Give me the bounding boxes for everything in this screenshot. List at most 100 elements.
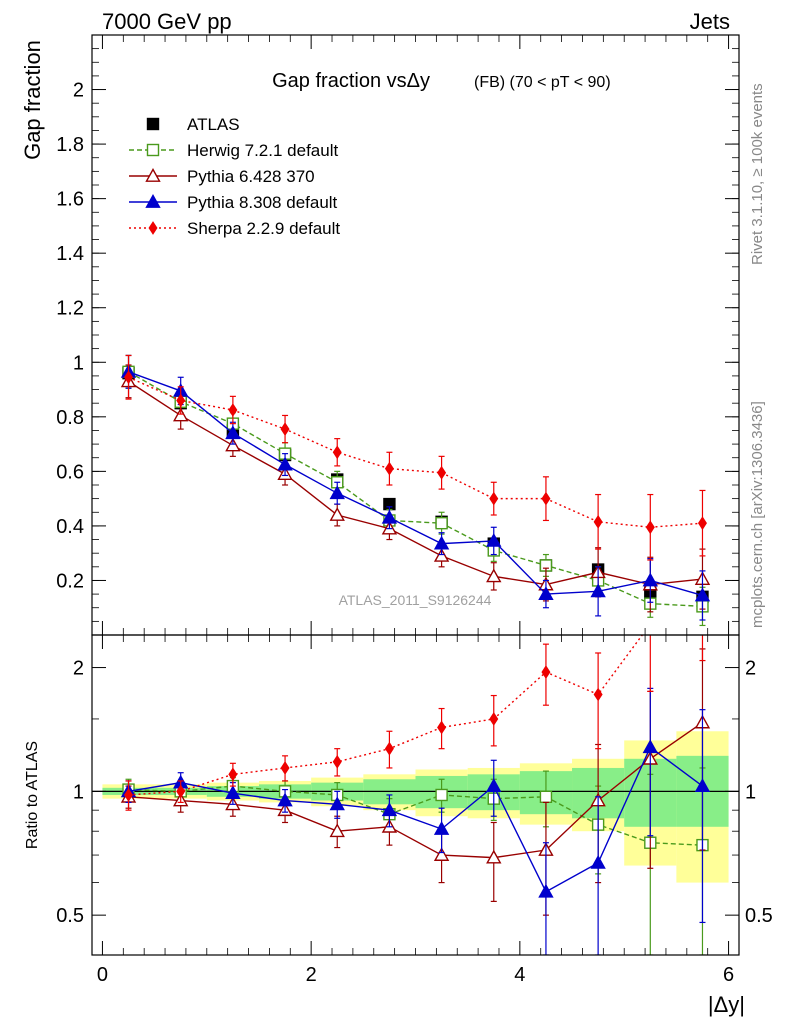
main-plot-layer [120, 354, 711, 627]
ratio-data-point [694, 778, 711, 792]
main-y-tick-label: 1.6 [56, 189, 84, 211]
ratio-data-point [228, 767, 238, 782]
ratio-y-tick-label-right: 1 [745, 781, 756, 803]
main-y-tick-label: 1.4 [56, 243, 84, 265]
main-y-tick-label: 0.8 [56, 407, 84, 429]
ratio-data-point [332, 754, 342, 769]
main-data-point [173, 407, 189, 422]
main-data-point [486, 532, 502, 547]
legend: ATLAS Herwig 7.2.1 default Pythia 6.428 37… [129, 115, 340, 238]
legend-entry: Herwig 7.2.1 default [129, 141, 338, 160]
x-tick-label: 6 [723, 964, 734, 986]
main-y-tick-label: 1.8 [56, 134, 84, 156]
ratio-data-point [381, 802, 398, 817]
main-y-tick-label: 0.2 [56, 570, 84, 592]
main-y-tick-label: 0.4 [56, 516, 84, 538]
ratio-plot-layer [92, 618, 739, 955]
ratio-data-point [435, 788, 448, 802]
ratio-data-point [329, 823, 345, 838]
ratio-y-tick-label-right: 2 [745, 658, 756, 680]
ratio-y-tick-label: 2 [73, 658, 84, 680]
main-data-point [538, 586, 554, 600]
x-tick-label: 2 [306, 964, 317, 986]
main-data-point [280, 422, 290, 437]
process-label: Jets [690, 9, 730, 34]
main-series-line [128, 371, 703, 597]
main-data-point [433, 547, 450, 562]
legend-marker [146, 117, 160, 131]
main-data-point [225, 437, 241, 452]
legend-label: Pythia 6.428 370 [187, 167, 315, 186]
x-tick-label: 4 [514, 964, 525, 986]
main-data-point [124, 370, 134, 385]
main-series-atlas [122, 366, 709, 604]
main-series-line [128, 380, 703, 586]
main-data-point [593, 514, 603, 529]
rivet-version-note: Rivet 3.1.10, ≥ 100k events [749, 83, 766, 265]
ratio-data-point [280, 761, 290, 775]
ratio-data-point [176, 784, 186, 799]
main-data-point [433, 535, 450, 550]
legend-label: ATLAS [187, 115, 240, 134]
ratio-data-point [489, 712, 499, 726]
legend-label: Herwig 7.2.1 default [187, 141, 338, 160]
ratio-y-tick-label-right: 0.5 [745, 905, 773, 927]
ratio-data-point [225, 785, 241, 800]
ratio-data-point [384, 741, 394, 756]
source-citation-note: mcplots.cern.ch [arXiv:1306.3436] [749, 401, 766, 628]
main-data-point [332, 445, 342, 460]
main-data-point [437, 465, 447, 480]
ratio-data-point [277, 792, 293, 807]
x-axis-label: |Δy| [708, 992, 745, 1017]
ratio-data-point [433, 821, 450, 835]
ratio-data-point [593, 687, 603, 702]
main-series-pythia-6-428-370 [120, 364, 711, 613]
legend-entry: Pythia 8.308 default [129, 193, 338, 212]
ratio-data-point [433, 847, 450, 861]
ratio-series-line [128, 746, 703, 893]
beam-energy-label: 7000 GeV pp [102, 9, 232, 34]
main-data-point [277, 456, 293, 471]
main-data-point [642, 572, 658, 587]
ratio-uncertainty-bands [102, 731, 729, 883]
main-data-point [381, 509, 398, 524]
main-series-herwig-7-2-1-default [122, 354, 709, 627]
x-tick-label: 0 [97, 964, 108, 986]
main-data-point [384, 461, 394, 476]
legend-entry: ATLAS [146, 115, 240, 134]
main-series-pythia-8-308-default [120, 354, 711, 621]
ratio-data-point [590, 854, 606, 869]
ratio-y-axis-label: Ratio to ATLAS [24, 741, 41, 849]
ratio-data-point [486, 849, 502, 864]
main-data-point [228, 403, 238, 417]
legend-entry: Sherpa 2.2.9 default [129, 219, 340, 238]
main-data-point [590, 583, 606, 598]
main-y-tick-label: 0.6 [56, 461, 84, 483]
legend-label: Sherpa 2.2.9 default [187, 219, 340, 238]
main-data-point [176, 393, 186, 408]
ratio-data-point [124, 788, 134, 802]
main-y-tick-label: 1.2 [56, 298, 84, 320]
legend-label: Pythia 8.308 default [187, 193, 338, 212]
ratio-data-point [329, 796, 345, 811]
main-plot-title: Gap fraction vsΔy [272, 70, 430, 92]
legend-entry: Pythia 6.428 370 [129, 167, 315, 186]
main-data-point [489, 491, 499, 506]
ratio-series-line [128, 785, 703, 846]
main-data-point [645, 520, 655, 535]
ratio-data-point [642, 739, 658, 754]
ratio-data-point [437, 720, 447, 735]
main-data-point [435, 516, 448, 530]
ratio-data-point [538, 883, 554, 898]
analysis-watermark: ATLAS_2011_S9126244 [339, 592, 492, 608]
ratio-series-sherpa-2-2-9-default [124, 618, 706, 811]
main-data-point [486, 568, 502, 583]
ratio-series-line [128, 721, 703, 859]
ratio-data-point [646, 618, 654, 630]
main-plot-subtitle: (FB) (70 < pT < 90) [474, 74, 611, 91]
main-series-line [128, 371, 703, 608]
main-data-point [329, 507, 345, 521]
ratio-data-point [541, 665, 551, 680]
ratio-data-point [539, 790, 553, 803]
